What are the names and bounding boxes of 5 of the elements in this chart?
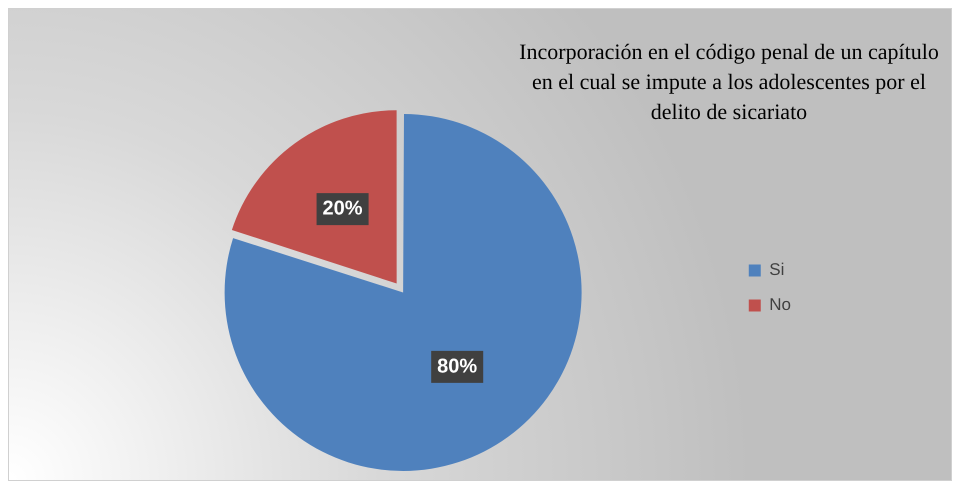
legend-label: No bbox=[769, 295, 792, 314]
data-label: 20% bbox=[322, 198, 363, 220]
chart-title: Incorporación en el código penal de un capítulo en el cual se impute a los adolescentes por el delito de sicariato bbox=[518, 38, 940, 126]
data-label: 80% bbox=[437, 355, 478, 378]
legend-label: Si bbox=[769, 260, 784, 280]
